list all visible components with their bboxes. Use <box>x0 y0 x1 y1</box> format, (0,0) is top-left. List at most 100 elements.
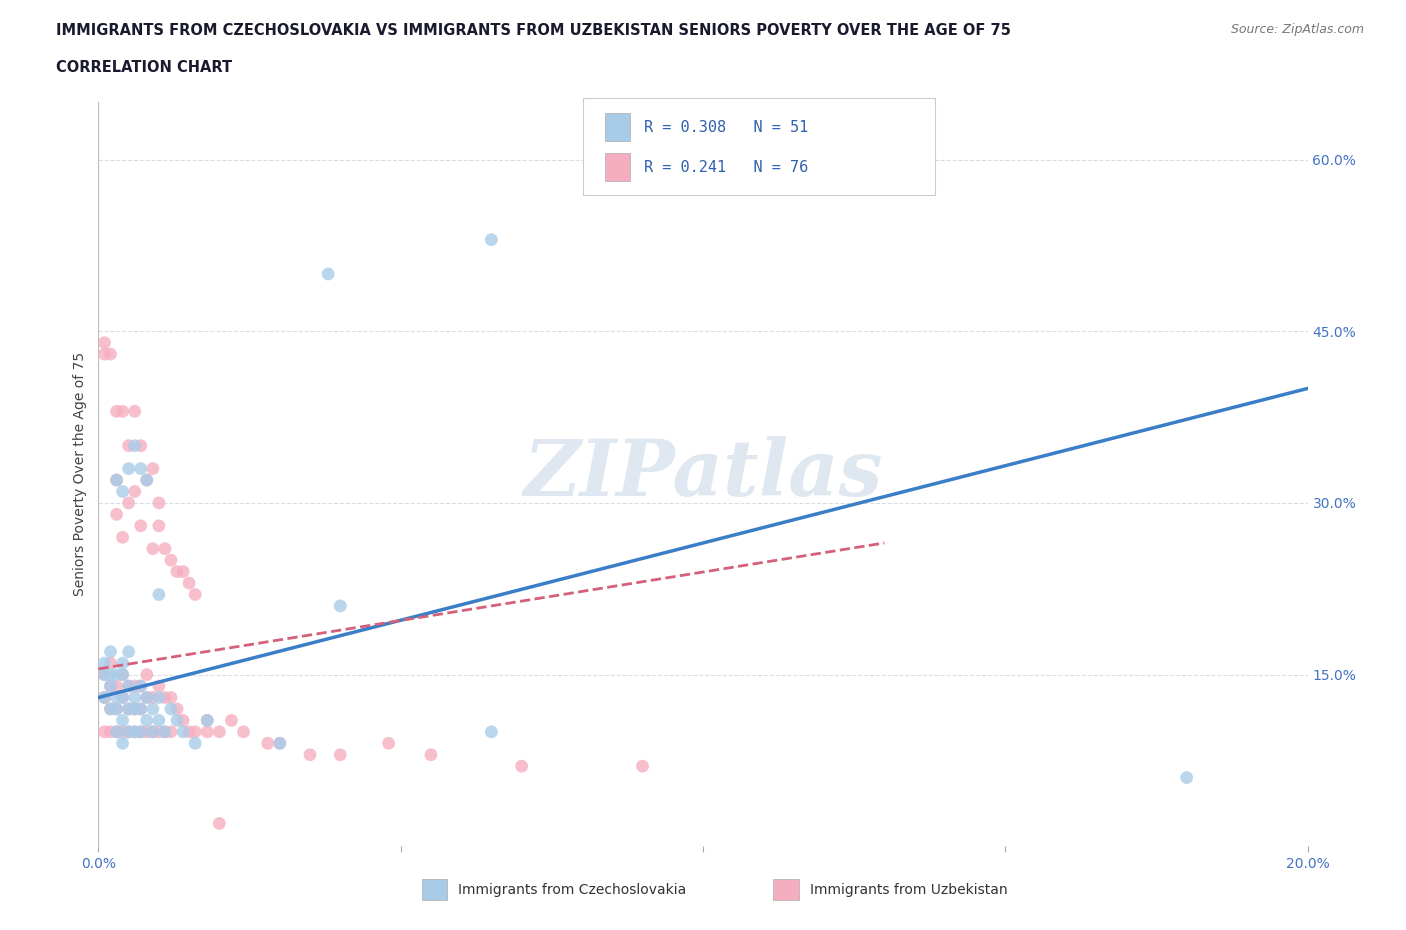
Point <box>118 644 141 659</box>
Point <box>269 736 291 751</box>
Point <box>135 690 157 705</box>
Point <box>111 736 134 751</box>
Point <box>118 679 141 694</box>
Point <box>160 724 183 739</box>
Point <box>105 472 128 487</box>
Point <box>195 724 218 739</box>
Point <box>184 587 207 602</box>
Point <box>232 724 254 739</box>
Point <box>105 667 128 682</box>
Point <box>105 724 128 739</box>
Point <box>93 724 115 739</box>
Text: R = 0.308   N = 51: R = 0.308 N = 51 <box>644 120 808 135</box>
Point <box>100 724 122 739</box>
Point <box>166 713 188 728</box>
Point <box>481 724 503 739</box>
Point <box>160 552 183 567</box>
Point <box>129 679 152 694</box>
Point <box>148 679 170 694</box>
Point <box>142 690 165 705</box>
Text: R = 0.241   N = 76: R = 0.241 N = 76 <box>644 160 808 175</box>
Point <box>510 759 533 774</box>
Point <box>135 472 157 487</box>
Point <box>105 472 128 487</box>
Point <box>105 701 128 716</box>
Point <box>105 724 128 739</box>
Point <box>135 472 157 487</box>
Point <box>172 713 194 728</box>
Point <box>118 701 141 716</box>
Point <box>179 724 201 739</box>
Point <box>166 565 188 579</box>
Point <box>195 713 218 728</box>
Text: Source: ZipAtlas.com: Source: ZipAtlas.com <box>1230 23 1364 36</box>
Point <box>124 404 146 418</box>
Point <box>100 667 122 682</box>
Point <box>208 724 231 739</box>
Point <box>118 724 141 739</box>
Point <box>172 565 194 579</box>
Point <box>100 679 122 694</box>
Point <box>111 530 134 545</box>
Point <box>118 701 141 716</box>
Point <box>142 461 165 476</box>
Point <box>105 404 128 418</box>
Point <box>135 724 157 739</box>
Point <box>111 713 134 728</box>
Point <box>129 724 152 739</box>
Point <box>124 724 146 739</box>
Point <box>135 667 157 682</box>
Text: ZIPatlas: ZIPatlas <box>523 436 883 512</box>
Point <box>160 701 183 716</box>
Point <box>105 679 128 694</box>
Point <box>142 541 165 556</box>
Point <box>1175 770 1198 785</box>
Point <box>118 438 141 453</box>
Point <box>93 347 115 362</box>
Point <box>153 541 176 556</box>
Point <box>142 724 165 739</box>
Point <box>124 484 146 498</box>
Point <box>329 748 352 763</box>
Point <box>111 656 134 671</box>
Point <box>93 690 115 705</box>
Point <box>631 759 654 774</box>
Point <box>148 587 170 602</box>
Point <box>100 701 122 716</box>
Point <box>256 736 278 751</box>
Point <box>148 690 170 705</box>
Point <box>129 701 152 716</box>
Point <box>124 701 146 716</box>
Point <box>172 724 194 739</box>
Point <box>100 701 122 716</box>
Point <box>129 461 152 476</box>
Point <box>124 701 146 716</box>
Point <box>184 724 207 739</box>
Point <box>93 335 115 350</box>
Point <box>148 713 170 728</box>
Point <box>142 701 165 716</box>
Point <box>129 438 152 453</box>
Point <box>129 724 152 739</box>
Text: CORRELATION CHART: CORRELATION CHART <box>56 60 232 75</box>
Point <box>148 496 170 511</box>
Point <box>135 690 157 705</box>
Point <box>100 347 122 362</box>
Point <box>111 484 134 498</box>
Point <box>118 679 141 694</box>
Point <box>148 518 170 533</box>
Point <box>329 599 352 614</box>
Point <box>105 507 128 522</box>
Point <box>153 690 176 705</box>
Point <box>124 679 146 694</box>
Point <box>118 724 141 739</box>
Point <box>129 701 152 716</box>
Point <box>124 438 146 453</box>
Y-axis label: Seniors Poverty Over the Age of 75: Seniors Poverty Over the Age of 75 <box>73 352 87 596</box>
Text: Immigrants from Czechoslovakia: Immigrants from Czechoslovakia <box>458 883 686 897</box>
Point <box>100 644 122 659</box>
Point <box>124 690 146 705</box>
Point <box>135 713 157 728</box>
Point <box>148 724 170 739</box>
Point <box>208 816 231 830</box>
